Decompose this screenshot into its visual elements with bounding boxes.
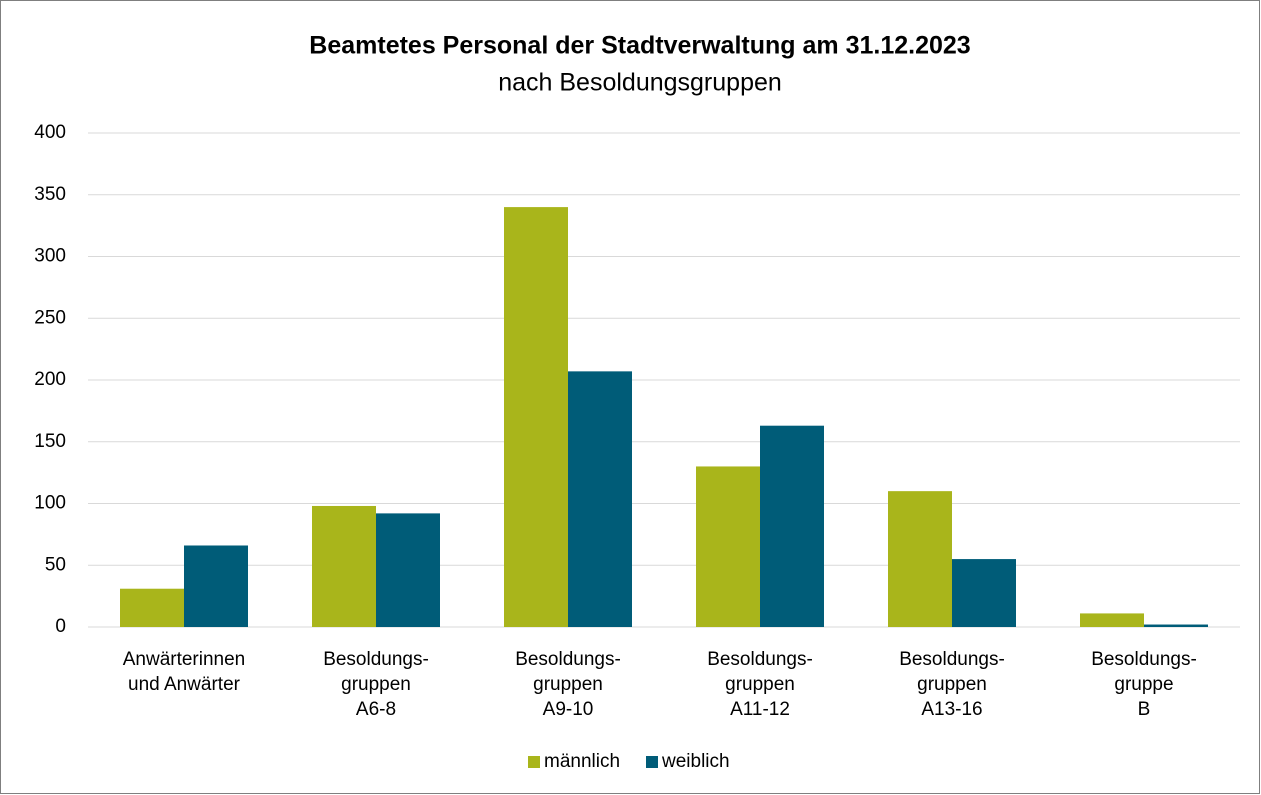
bar: [184, 545, 248, 627]
legend-label: weiblich: [661, 751, 730, 772]
bar: [888, 491, 952, 627]
bar: [696, 466, 760, 627]
legend-swatch: [646, 756, 658, 768]
y-tick-label: 50: [45, 554, 66, 575]
y-tick-label: 300: [34, 246, 66, 267]
bar: [952, 559, 1016, 627]
y-tick-label: 400: [34, 122, 66, 143]
bar: [568, 371, 632, 627]
bar: [504, 207, 568, 627]
y-tick-label: 250: [34, 307, 66, 328]
chart-subtitle: nach Besoldungsgruppen: [498, 69, 782, 97]
bar: [1080, 613, 1144, 627]
y-tick-label: 150: [34, 431, 66, 452]
bar: [1144, 624, 1208, 627]
bar: [760, 425, 824, 627]
legend-label: männlich: [544, 751, 620, 772]
y-tick-label: 0: [55, 616, 66, 637]
x-tick-label: Besoldungs-gruppen A13-16: [899, 649, 1005, 720]
x-tick-label: Besoldungs-gruppen A6-8: [323, 649, 429, 720]
chart-title: Beamtetes Personal der Stadtverwaltung a…: [309, 32, 970, 60]
x-tick-label: Besoldungs-gruppen A11-12: [707, 649, 813, 720]
y-tick-label: 100: [34, 493, 66, 514]
legend-swatch: [528, 756, 540, 768]
bar: [120, 588, 184, 627]
x-tick-label: Besoldungs-gruppe B: [1091, 649, 1197, 720]
y-tick-label: 200: [34, 369, 66, 390]
x-tick-label: Anwärterinnen und Anwärter: [123, 649, 246, 695]
y-tick-label: 350: [34, 184, 66, 205]
bar: [376, 513, 440, 627]
x-tick-label: Besoldungs-gruppen A9-10: [515, 649, 621, 720]
bar: [312, 505, 376, 627]
